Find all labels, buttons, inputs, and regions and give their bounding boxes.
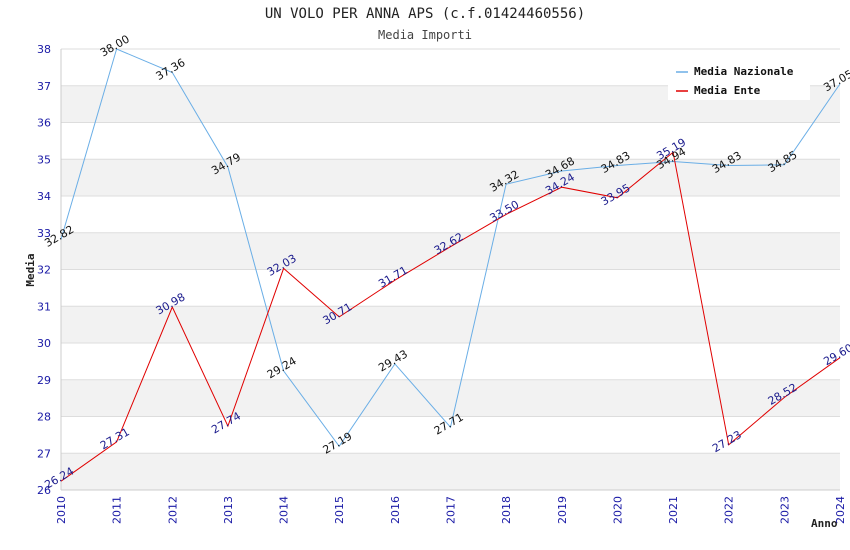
y-tick-label: 34: [37, 190, 51, 203]
y-tick-label: 32: [37, 264, 51, 277]
x-tick-label: 2011: [111, 496, 124, 524]
x-tick-label: 2012: [166, 496, 179, 524]
y-tick-label: 33: [37, 227, 51, 240]
grid-band: [61, 343, 840, 380]
grid-band: [61, 453, 840, 490]
grid-band: [61, 196, 840, 233]
y-tick-label: 31: [37, 300, 51, 313]
series-lines: [60, 48, 841, 482]
x-tick-label: 2014: [278, 496, 291, 524]
x-tick-label: 2022: [723, 496, 736, 524]
legend-label-nazionale: Media Nazionale: [694, 65, 794, 78]
y-tick-label: 38: [37, 43, 51, 56]
x-axis-label: Anno: [811, 517, 838, 530]
x-tick-label: 2019: [556, 496, 569, 524]
x-tick-label: 2010: [55, 496, 68, 524]
y-tick-label: 36: [37, 117, 51, 130]
legend: Media Nazionale Media Ente: [668, 60, 810, 100]
grid-band: [61, 232, 840, 270]
y-tick-label: 27: [37, 447, 51, 460]
x-tick-label: 2013: [222, 496, 235, 524]
y-tick-label: 28: [37, 411, 51, 424]
y-tick-label: 26: [37, 484, 51, 497]
y-tick-label: 35: [37, 153, 51, 166]
x-tick-label: 2017: [445, 496, 458, 524]
chart-title: UN VOLO PER ANNA APS (c.f.01424460556): [265, 6, 585, 22]
y-tick-label: 29: [37, 374, 51, 387]
x-tick-label: 2024: [834, 496, 847, 524]
series-line-ente: [60, 151, 841, 482]
grid-band: [61, 269, 840, 307]
y-tick-label: 30: [37, 337, 51, 350]
grid-band: [61, 379, 840, 417]
legend-label-ente: Media Ente: [694, 84, 761, 97]
y-tick-label: 37: [37, 80, 51, 93]
x-axis-ticks: 2010 2011 2012 2013 2014 2015 2016 2017 2018 2019…: [55, 496, 847, 524]
series-line-nazionale: [60, 48, 841, 448]
x-tick-label: 2020: [611, 496, 624, 524]
x-tick-label: 2015: [333, 496, 346, 524]
grid-band: [61, 122, 840, 160]
grid-band: [61, 159, 840, 196]
grid-band: [61, 306, 840, 343]
x-tick-label: 2016: [389, 496, 402, 524]
x-tick-label: 2018: [500, 496, 513, 524]
x-tick-label: 2023: [778, 496, 791, 524]
y-axis-ticks: 26 27 28 29 30 31 32 33 34 35 36 37 38: [37, 43, 51, 497]
y-axis-label: Media: [24, 253, 37, 286]
chart-subtitle: Media Importi: [378, 28, 472, 42]
legend-box: [668, 60, 810, 100]
grid-band: [61, 416, 840, 454]
x-tick-label: 2021: [667, 496, 680, 524]
